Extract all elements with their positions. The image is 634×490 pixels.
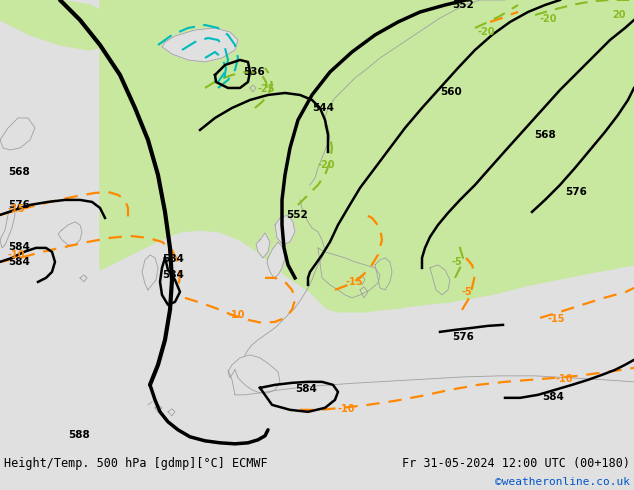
Polygon shape	[280, 245, 310, 275]
Text: -5: -5	[452, 257, 463, 267]
Polygon shape	[267, 242, 285, 278]
Polygon shape	[256, 233, 270, 258]
Text: 584: 584	[162, 254, 184, 264]
Polygon shape	[100, 0, 634, 312]
Text: -15: -15	[8, 204, 25, 214]
Text: -20: -20	[318, 160, 335, 170]
Polygon shape	[162, 28, 238, 62]
Text: -10: -10	[228, 310, 245, 320]
Text: 584: 584	[295, 384, 317, 394]
Text: -20: -20	[478, 27, 496, 37]
Text: Height/Temp. 500 hPa [gdmp][°C] ECMWF: Height/Temp. 500 hPa [gdmp][°C] ECMWF	[4, 457, 268, 470]
Text: -20: -20	[540, 14, 557, 24]
Text: -10: -10	[338, 404, 356, 414]
Text: -10: -10	[555, 374, 573, 384]
Text: -15: -15	[548, 314, 566, 324]
Polygon shape	[0, 0, 30, 20]
Text: -15: -15	[345, 277, 363, 287]
Text: 584: 584	[162, 270, 184, 280]
Text: 568: 568	[8, 167, 30, 177]
Text: 584: 584	[542, 392, 564, 402]
Text: 576: 576	[452, 332, 474, 342]
Text: -25: -25	[258, 84, 276, 94]
Polygon shape	[228, 355, 280, 393]
Text: Fr 31-05-2024 12:00 UTC (00+180): Fr 31-05-2024 12:00 UTC (00+180)	[402, 457, 630, 470]
Text: 584: 584	[8, 257, 30, 267]
Text: 584: 584	[8, 242, 30, 252]
Text: 576: 576	[8, 200, 30, 210]
Polygon shape	[0, 0, 120, 50]
Text: 552: 552	[286, 210, 307, 220]
Text: 588: 588	[68, 430, 90, 440]
Text: 568: 568	[534, 130, 556, 140]
Text: 560: 560	[440, 87, 462, 97]
Text: 552: 552	[452, 0, 474, 10]
Text: -5: -5	[462, 287, 473, 297]
Text: 20: 20	[612, 10, 626, 20]
Text: ©weatheronline.co.uk: ©weatheronline.co.uk	[495, 477, 630, 487]
Text: -10: -10	[8, 250, 25, 260]
Polygon shape	[275, 215, 295, 245]
Text: 536: 536	[243, 67, 265, 77]
Text: 544: 544	[312, 103, 334, 113]
Text: 576: 576	[565, 187, 587, 197]
